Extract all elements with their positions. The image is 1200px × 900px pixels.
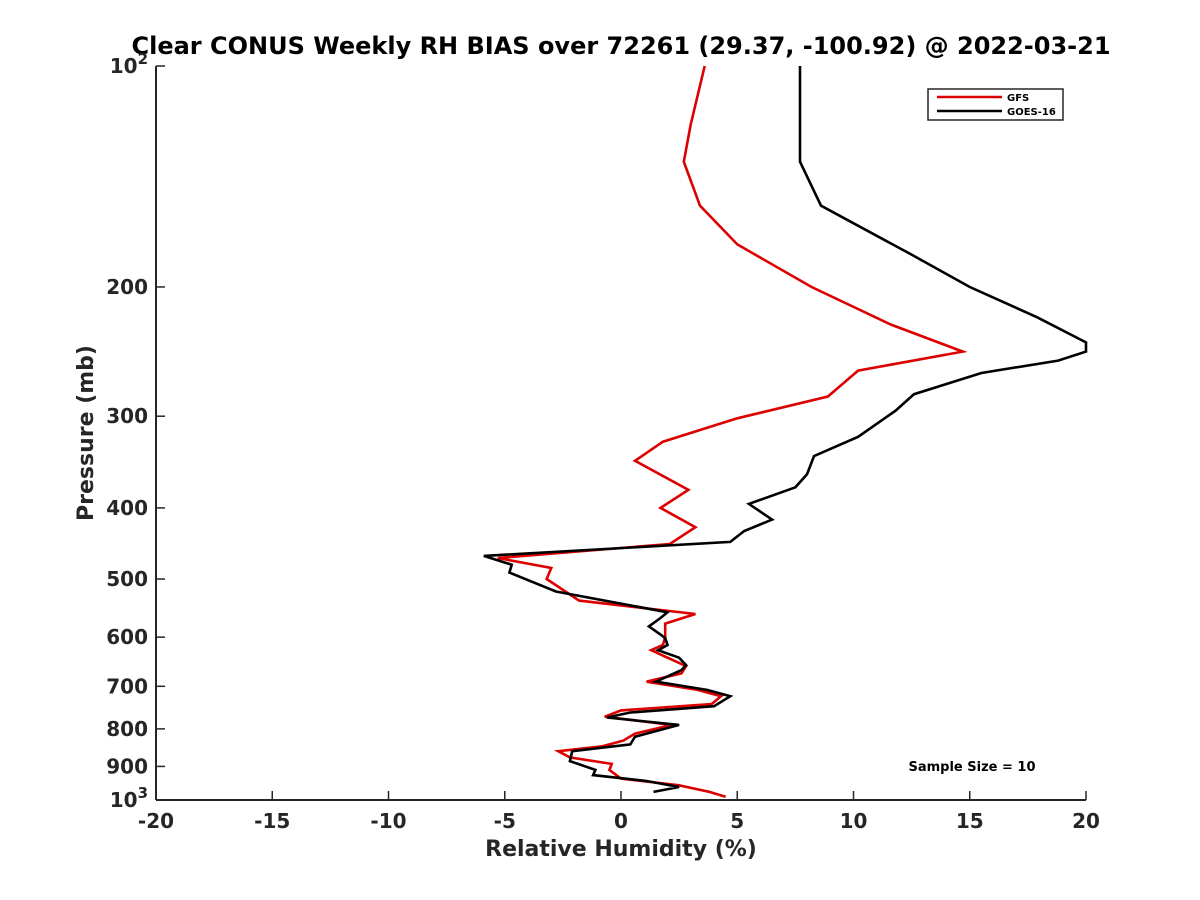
x-tick-label: -5 [494, 809, 516, 833]
x-tick-label: 20 [1072, 809, 1100, 833]
y-tick-label: 102 [110, 50, 148, 78]
x-tick-label: 5 [730, 809, 744, 833]
y-axis-label: Pressure (mb) [74, 345, 99, 521]
x-tick-label: -10 [370, 809, 406, 833]
legend-label-gfs: GFS [1007, 93, 1029, 104]
x-ticks: -20 -15 -10 -5 0 5 10 15 20 [138, 791, 1100, 833]
series-line-goes-16 [483, 66, 1088, 794]
chart-title: Clear CONUS Weekly RH BIAS over 72261 (2… [131, 32, 1110, 60]
y-tick-label: 800 [106, 717, 148, 741]
y-tick-label: 300 [106, 404, 148, 428]
x-axis-label: Relative Humidity (%) [485, 837, 757, 862]
x-tick-label: 0 [614, 809, 628, 833]
y-tick-label: 900 [106, 754, 148, 778]
x-tick-label: -20 [138, 809, 174, 833]
y-tick-label: 400 [106, 496, 148, 520]
series-layer [483, 65, 1088, 799]
y-tick-label: 200 [106, 275, 148, 299]
legend-label-goes-16: GOES-16 [1007, 107, 1056, 118]
y-tick-label: 103 [110, 784, 148, 812]
x-tick-label: 15 [956, 809, 984, 833]
x-tick-label: -15 [254, 809, 290, 833]
y-tick-label: 600 [106, 625, 148, 649]
legend-box [927, 88, 1064, 121]
y-ticks: 102 200 300 400 500 600 700 800 900 103 [106, 50, 165, 812]
axes [155, 66, 1086, 801]
y-tick-label: 700 [106, 674, 148, 698]
legend: GFS GOES-16 [927, 88, 1064, 121]
y-tick-label: 500 [106, 567, 148, 591]
sample-size-annotation: Sample Size = 10 [908, 760, 1035, 775]
series-line-gfs [497, 65, 968, 799]
x-tick-label: 10 [840, 809, 868, 833]
